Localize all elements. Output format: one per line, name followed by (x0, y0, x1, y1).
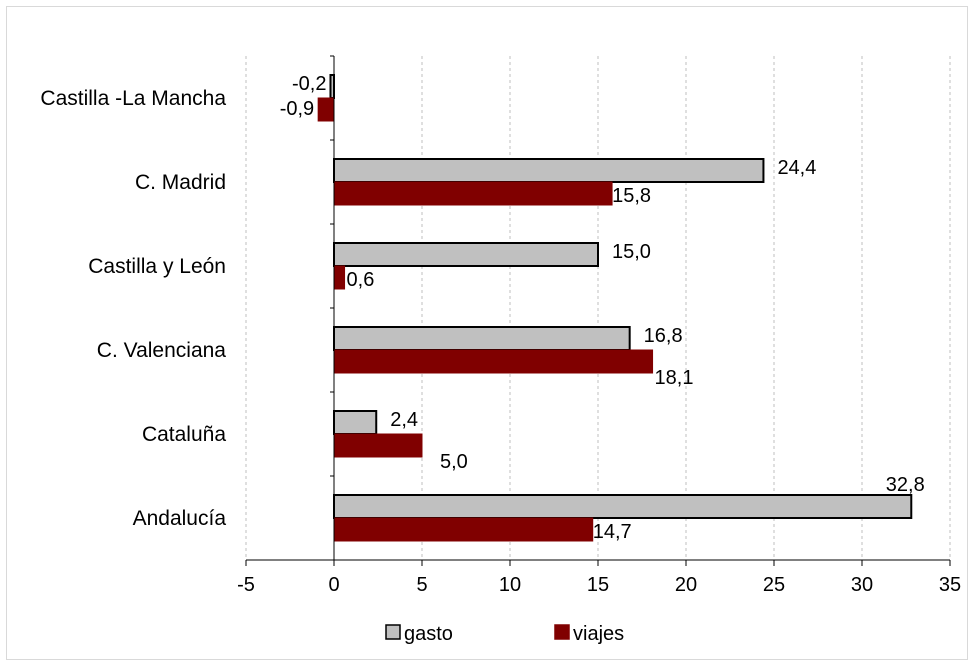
legend: gasto viajes (385, 623, 624, 645)
bars (317, 74, 913, 542)
data-label-viajes: 15,8 (612, 185, 651, 207)
data-label-gasto: 15,0 (612, 241, 651, 263)
x-tick-label: 35 (939, 574, 961, 596)
legend-label-viajes: viajes (573, 623, 624, 645)
bar-viajes (333, 349, 654, 374)
bar-gasto (333, 158, 765, 183)
x-tick-label: 25 (763, 574, 785, 596)
axes: -5 0 5 10 15 20 25 30 35 (237, 55, 961, 596)
data-label-viajes: 5,0 (440, 451, 468, 473)
data-label-gasto: 2,4 (390, 409, 418, 431)
x-tick-label: 10 (499, 574, 521, 596)
x-tick-label: 15 (587, 574, 609, 596)
bar-viajes (333, 517, 594, 542)
data-label-viajes: 14,7 (593, 521, 632, 543)
data-label-viajes: 18,1 (655, 367, 694, 389)
bar-gasto (329, 74, 336, 99)
data-label-gasto: -0,2 (292, 73, 326, 95)
x-tick-label: 20 (675, 574, 697, 596)
data-label-viajes: 0,6 (347, 269, 375, 291)
bar-gasto (333, 242, 599, 267)
legend-swatch-gasto (385, 624, 401, 640)
bar-viajes (333, 181, 613, 206)
category-label: Castilla y León (88, 255, 226, 278)
x-tick-label: 0 (328, 574, 339, 596)
legend-label-gasto: gasto (404, 623, 453, 645)
legend-swatch-viajes (554, 624, 570, 640)
category-label: Cataluña (142, 423, 226, 446)
data-label-viajes: -0,9 (280, 98, 314, 120)
bar-viajes (333, 265, 346, 290)
bar-gasto (333, 494, 913, 519)
x-tick-label: 5 (416, 574, 427, 596)
data-label-gasto: 24,4 (777, 157, 816, 179)
labels: Castilla -La Mancha -0,2 -0,9 C. Madrid 24,4… (40, 73, 924, 543)
category-label: C. Valenciana (97, 339, 227, 362)
bar-gasto (333, 410, 378, 435)
bar-viajes (317, 97, 335, 122)
bar-viajes (333, 433, 423, 458)
x-tick-label: -5 (237, 574, 255, 596)
category-label: C. Madrid (135, 171, 226, 194)
x-tick-label: 30 (851, 574, 873, 596)
category-label: Andalucía (133, 507, 227, 530)
data-label-gasto: 32,8 (886, 474, 925, 496)
category-label: Castilla -La Mancha (40, 87, 226, 110)
bar-gasto (333, 326, 631, 351)
grid-lines (245, 56, 951, 560)
data-label-gasto: 16,8 (644, 325, 683, 347)
